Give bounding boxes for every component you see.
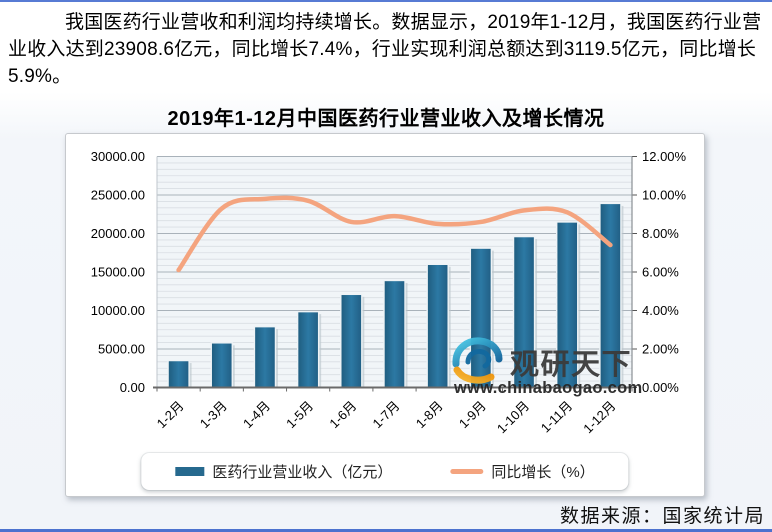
svg-text:1-7月: 1-7月 [370,398,403,431]
revenue-bar [253,325,277,389]
chart-legend: 医药行业营业收入（亿元） 同比增长（%） [141,453,629,490]
svg-text:20000.00: 20000.00 [91,226,145,241]
svg-text:1-4月: 1-4月 [240,398,273,431]
svg-text:1-2月: 1-2月 [154,398,187,431]
data-source: 数据来源：国家统计局 [559,506,765,527]
svg-text:10000.00: 10000.00 [91,303,145,318]
svg-text:1-3月: 1-3月 [197,398,230,431]
svg-text:25000.00: 25000.00 [91,188,145,203]
bars-series [167,202,624,389]
eye-swirl-icon [452,337,503,384]
svg-text:6.00%: 6.00% [642,265,679,280]
legend-item-growth: 同比增长（%） [450,461,595,482]
legend-bar-swatch-icon [175,467,205,476]
chart-title: 2019年1-12月中国医药行业营业收入及增长情况 [167,108,605,130]
chart-panel: 0.00 5000.00 10000.00 15000.00 20000.00 25000… [65,133,705,497]
line-series [176,195,613,273]
growth-line [176,195,613,273]
axes [153,156,633,392]
svg-text:1-8月: 1-8月 [413,398,446,431]
revenue-bar [296,310,320,389]
svg-text:12.00%: 12.00% [642,149,687,164]
revenue-bar [167,359,190,389]
left-axis-labels: 0.00 5000.00 10000.00 15000.00 20000.00 25000… [91,149,145,395]
svg-text:10.00%: 10.00% [642,188,687,203]
right-axis-labels: 0.00% 2.00% 4.00% 6.00% 8.00% 10.00% 12.00% [632,149,687,395]
revenue-bar [426,263,449,389]
svg-text:1-6月: 1-6月 [326,398,359,431]
svg-text:30000.00: 30000.00 [91,149,145,164]
svg-text:1-9月: 1-9月 [456,398,489,431]
svg-text:1-5月: 1-5月 [283,398,316,431]
svg-text:1-11月: 1-11月 [538,398,576,436]
legend-line-swatch-icon [450,469,484,474]
revenue-bar [383,279,406,389]
x-axis-labels: 1-2月 1-3月 1-4月 1-5月 1-6月 1-7月 1-8月 1-9月 1-10月 1-1… [154,398,619,436]
svg-text:1-12月: 1-12月 [580,398,618,436]
svg-text:0.00: 0.00 [120,380,145,395]
watermark-url: www.chinabaogao.com [453,379,642,397]
revenue-bar [340,293,363,389]
revenue-bar [210,342,233,389]
svg-text:5000.00: 5000.00 [98,342,145,357]
legend-item-revenue: 医药行业营业收入（亿元） [175,461,392,482]
svg-text:4.00%: 4.00% [642,303,679,318]
intro-paragraph: 我国医药行业营收和利润均持续增长。数据显示，2019年1-12月，我国医药行业营… [8,12,762,87]
legend-bar-label: 医药行业营业收入（亿元） [212,464,393,481]
svg-text:0.00%: 0.00% [642,380,679,395]
svg-text:2.00%: 2.00% [642,342,679,357]
svg-text:15000.00: 15000.00 [91,265,145,280]
svg-text:1-10月: 1-10月 [494,398,532,436]
legend-line-label: 同比增长（%） [491,464,595,481]
svg-text:8.00%: 8.00% [642,226,679,241]
revenue-growth-combo-chart: 0.00 5000.00 10000.00 15000.00 20000.00 25000… [91,149,687,436]
watermark-brand: 观研天下 [510,349,632,381]
